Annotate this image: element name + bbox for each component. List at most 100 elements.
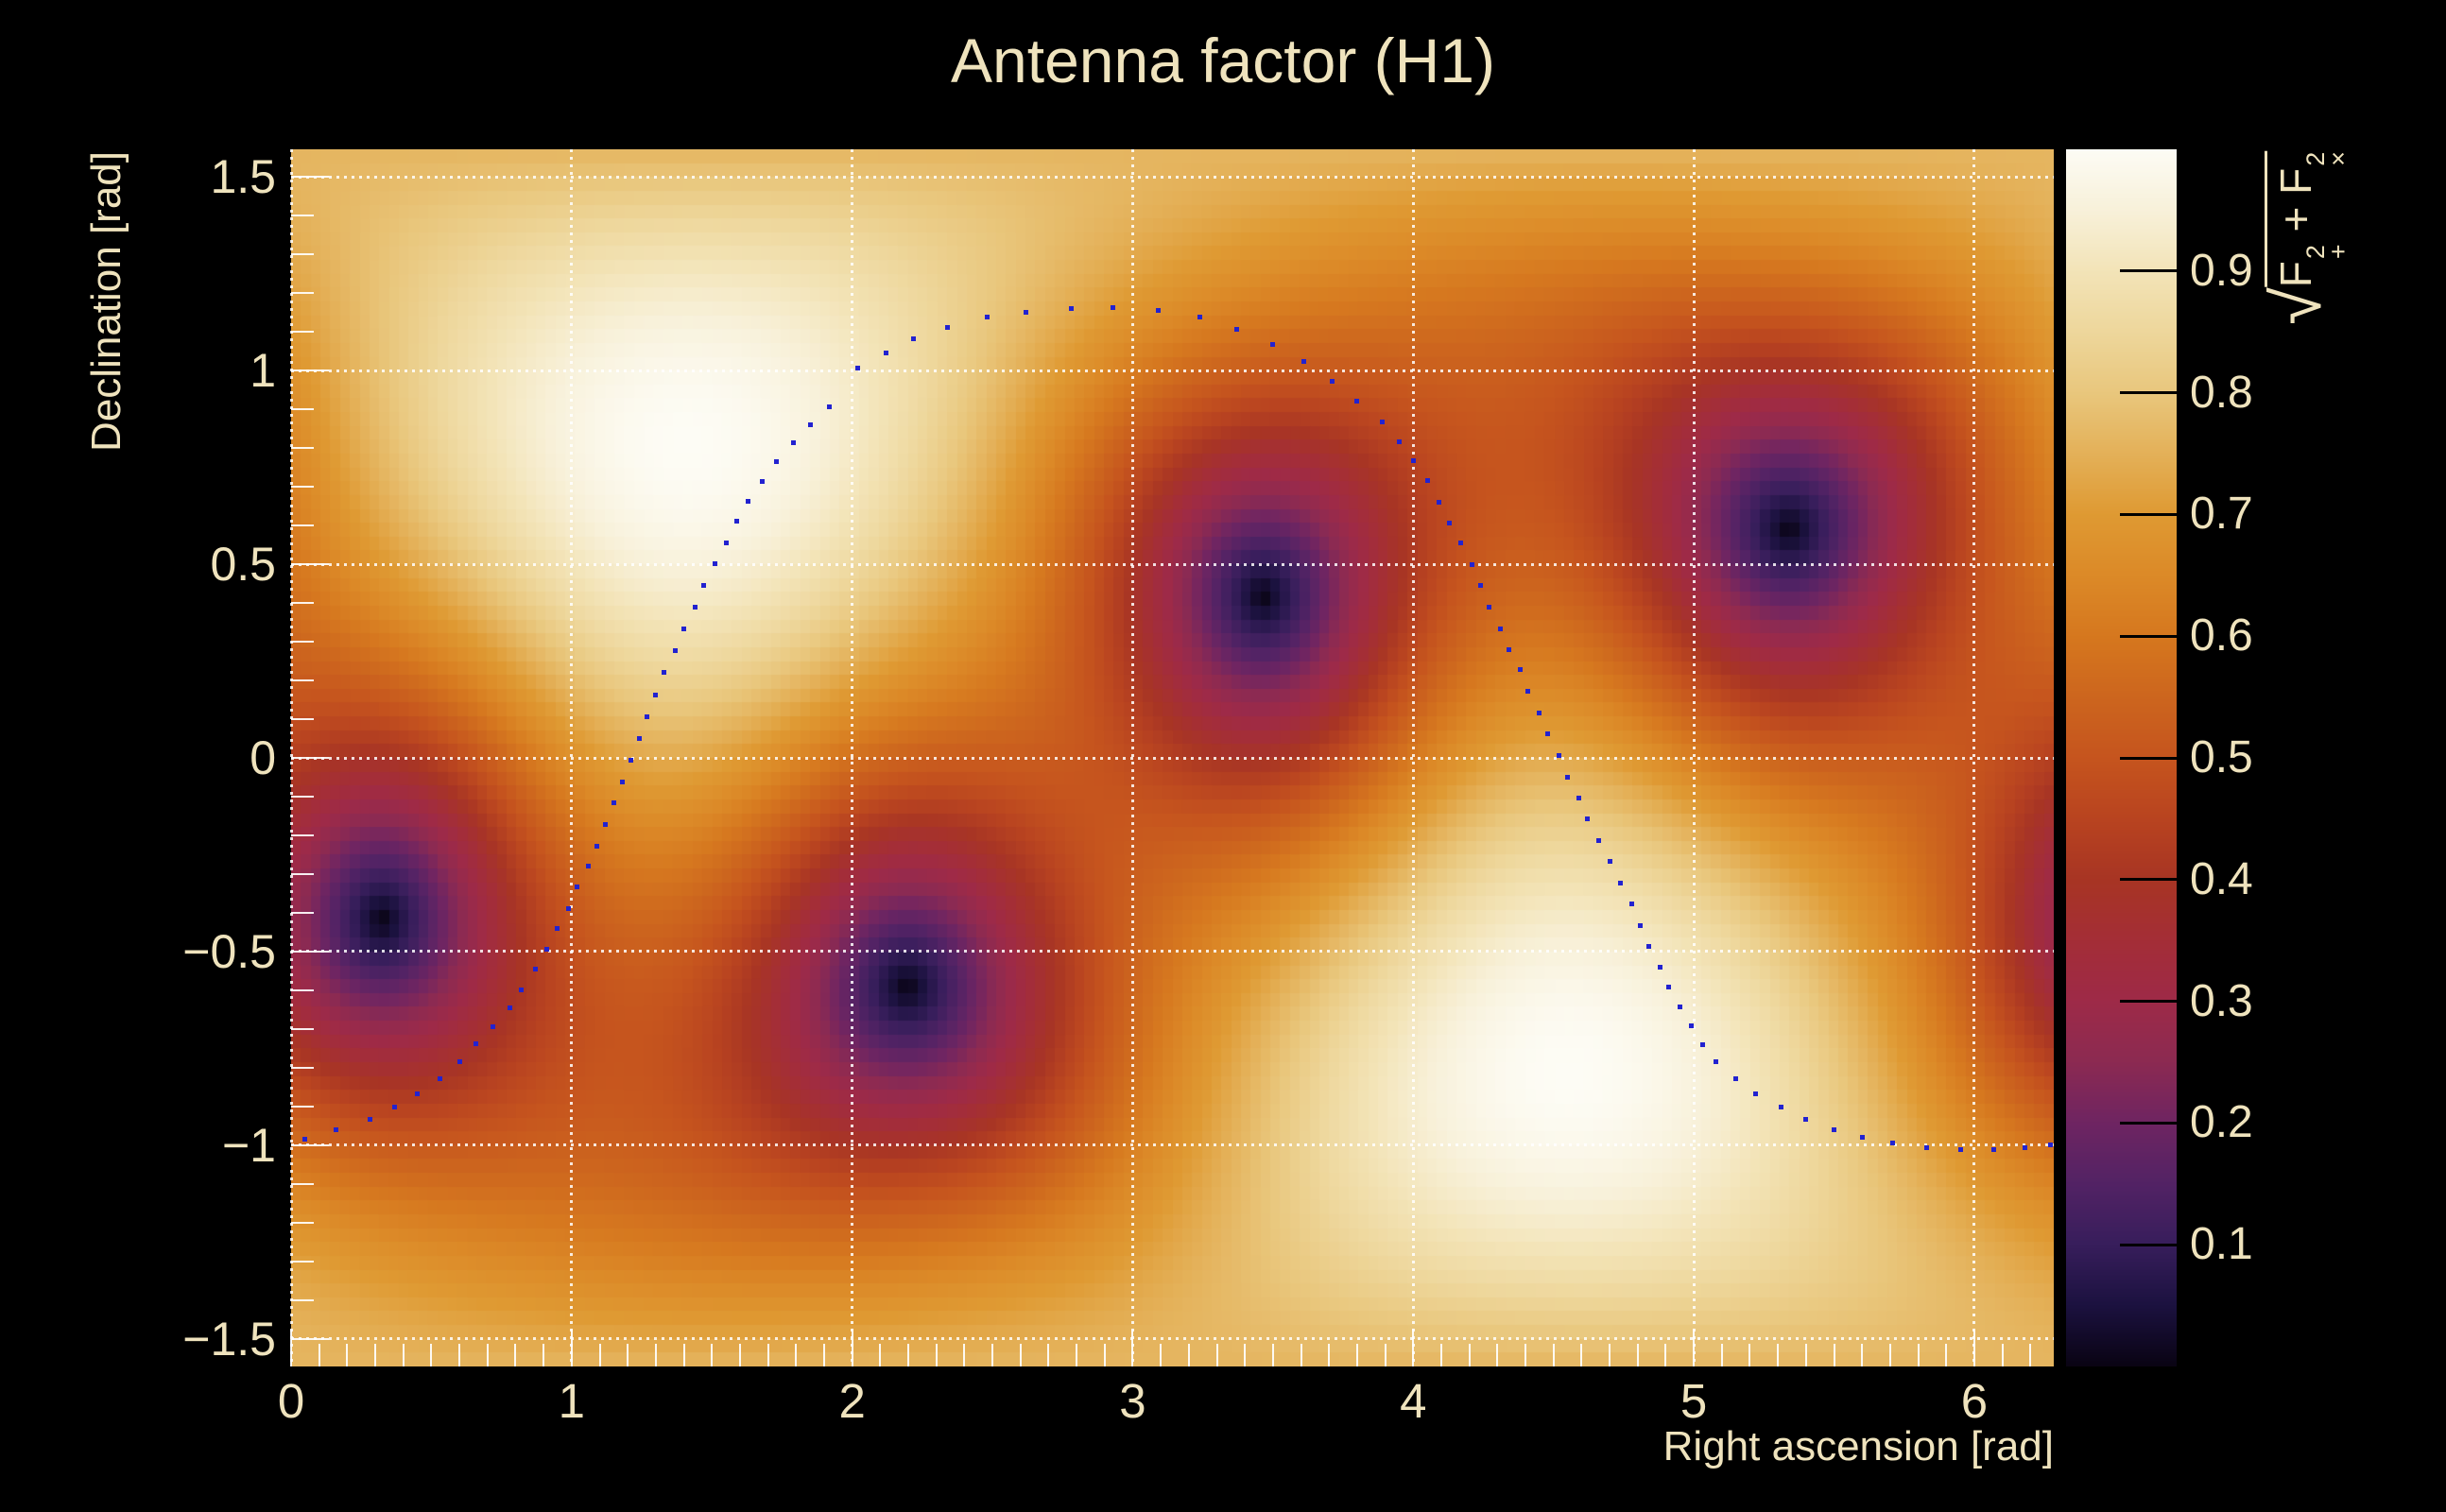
track-dot (1155, 307, 1161, 313)
colorbar-label-0.7: 0.7 (2190, 489, 2253, 540)
x-minor-tick (2029, 1344, 2032, 1366)
track-dot (1436, 499, 1441, 505)
colorbar-label-0.9: 0.9 (2190, 245, 2253, 296)
x-minor-tick (1636, 1344, 1639, 1366)
track-dot (1803, 1117, 1809, 1123)
track-dot (1380, 420, 1386, 425)
x-minor-tick (738, 1344, 741, 1366)
track-dot (333, 1127, 338, 1133)
track-dot (1677, 1005, 1682, 1010)
x-minor-tick (346, 1344, 349, 1366)
y-minor-tick (291, 524, 314, 526)
x-minor-tick (1609, 1344, 1611, 1366)
f-plus-sub: + (2324, 244, 2352, 260)
track-dot (911, 336, 917, 342)
track-dot (774, 459, 779, 465)
x-minor-tick (935, 1344, 938, 1366)
colorbar-tick-0.6 (2120, 634, 2177, 638)
x-minor-tick (1215, 1344, 1218, 1366)
y-minor-tick (291, 988, 314, 991)
y-major-tick (291, 369, 329, 372)
track-dot (645, 713, 650, 719)
y-minor-tick (291, 833, 314, 836)
y-axis-title: Declination [rad] (83, 151, 129, 452)
track-dot (636, 736, 642, 741)
gridline-y-1 (291, 369, 2054, 372)
x-minor-tick (1664, 1344, 1667, 1366)
x-minor-tick (991, 1344, 994, 1366)
x-minor-tick (1468, 1344, 1471, 1366)
track-dot (1607, 859, 1612, 865)
y-tick-label-−1: −1 (221, 1118, 276, 1172)
track-dot (1545, 731, 1551, 737)
colorbar-label-0.6: 0.6 (2190, 610, 2253, 662)
y-major-tick (291, 950, 329, 953)
track-dot (945, 325, 951, 331)
track-dot (1629, 902, 1635, 907)
x-minor-tick (1833, 1344, 1835, 1366)
track-dot (855, 365, 861, 370)
track-dot (555, 926, 560, 932)
track-dot (1301, 359, 1307, 365)
x-minor-tick (1804, 1344, 1807, 1366)
x-major-tick (851, 1329, 853, 1366)
track-dot (883, 351, 888, 356)
x-minor-tick (1777, 1344, 1780, 1366)
track-dot (1458, 541, 1464, 546)
x-tick-label-0: 0 (277, 1374, 305, 1428)
plus-sign: + (2271, 194, 2320, 245)
x-tick-label-3: 3 (1119, 1374, 1146, 1428)
track-dot (602, 821, 608, 827)
x-minor-tick (627, 1344, 629, 1366)
y-minor-tick (291, 641, 314, 643)
x-minor-tick (1524, 1344, 1527, 1366)
x-minor-tick (822, 1344, 825, 1366)
track-dot (619, 779, 625, 784)
colorbar-tick-0.9 (2120, 269, 2177, 273)
colorbar-tick-0.8 (2120, 391, 2177, 395)
track-dot (746, 498, 751, 504)
track-dot (2047, 1143, 2053, 1148)
colorbar-label-0.3: 0.3 (2190, 975, 2253, 1026)
gridline-y-1.5 (291, 175, 2054, 179)
track-dot (1752, 1091, 1758, 1096)
x-minor-tick (1271, 1344, 1274, 1366)
x-minor-tick (1244, 1344, 1247, 1366)
x-minor-tick (486, 1344, 489, 1366)
track-dot (543, 946, 549, 952)
y-minor-tick (291, 331, 314, 334)
track-dot (437, 1075, 442, 1081)
x-minor-tick (1300, 1344, 1302, 1366)
track-dot (1270, 342, 1276, 348)
track-dot (681, 626, 687, 631)
x-minor-tick (1496, 1344, 1499, 1366)
track-dot (456, 1059, 462, 1065)
x-minor-tick (1076, 1344, 1078, 1366)
track-dot (723, 540, 729, 545)
track-dot (2022, 1144, 2027, 1150)
x-axis-title: Right ascension [rad] (1662, 1423, 2054, 1469)
track-dot (586, 864, 592, 869)
track-dot (1859, 1134, 1865, 1140)
track-dot (1233, 327, 1239, 333)
f-cross-sub: × (2324, 151, 2352, 166)
y-minor-tick (291, 1066, 314, 1069)
x-minor-tick (1945, 1344, 1948, 1366)
x-minor-tick (430, 1344, 433, 1366)
track-dot (1486, 605, 1491, 610)
gridline-y-0 (291, 756, 2054, 760)
x-minor-tick (1019, 1344, 1022, 1366)
y-major-tick (291, 176, 329, 179)
track-dot (760, 478, 766, 484)
colorbar-label-0.1: 0.1 (2190, 1219, 2253, 1270)
track-dot (1638, 922, 1644, 928)
track-dot (1646, 944, 1652, 950)
y-minor-tick (291, 795, 314, 798)
colorbar-tick-0.7 (2120, 512, 2177, 516)
y-minor-tick (291, 1105, 314, 1108)
colorbar-tick-0.5 (2120, 756, 2177, 760)
x-minor-tick (1580, 1344, 1583, 1366)
track-dot (1699, 1041, 1705, 1047)
x-major-tick (1972, 1329, 1975, 1366)
